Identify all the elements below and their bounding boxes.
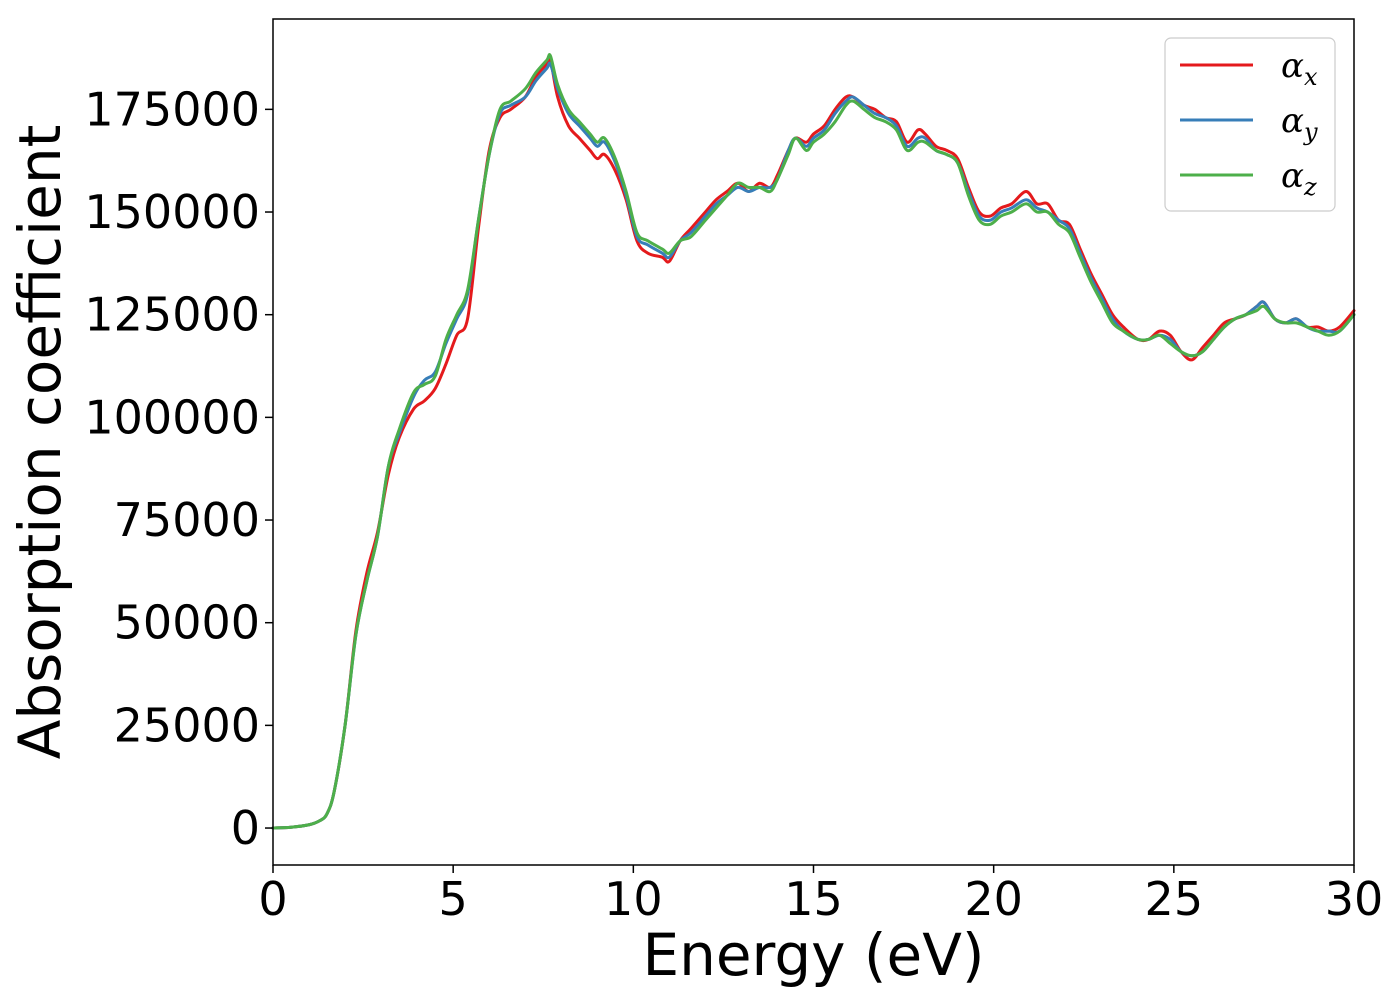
series-layer <box>271 52 1356 830</box>
x-tick-label: 10 <box>604 872 663 926</box>
series-line-102-x <box>271 56 1356 830</box>
x-tick-label: 25 <box>1145 872 1204 926</box>
y-axis-ticks: 0 25000 50000 75000 100000 125000 150000 175000 <box>84 82 273 855</box>
series-line-102-z <box>271 52 1356 830</box>
x-tick-label: 5 <box>439 872 468 926</box>
y-tick-label: 125000 <box>84 288 260 342</box>
y-axis-label: Absorption coefficient <box>6 125 74 760</box>
legend-label: αz <box>1281 156 1317 201</box>
y-tick-label: 150000 <box>84 185 260 239</box>
y-tick-label: 100000 <box>84 390 260 444</box>
x-tick-label: 20 <box>964 872 1023 926</box>
legend-label: αx <box>1281 46 1318 91</box>
legend-label: αy <box>1281 101 1318 146</box>
y-tick-label: 175000 <box>84 82 260 136</box>
x-tick-label: 15 <box>784 872 843 926</box>
series-line-102-y <box>271 61 1356 830</box>
y-tick-label: 75000 <box>114 493 260 547</box>
y-tick-label: 0 <box>231 801 260 855</box>
x-tick-label: 0 <box>258 872 287 926</box>
legend: αx αy αz <box>1164 37 1336 212</box>
y-tick-label: 50000 <box>114 596 260 650</box>
x-axis-ticks: 0 5 10 15 20 25 30 <box>258 865 1383 926</box>
legend-box <box>1164 37 1336 212</box>
y-tick-label: 25000 <box>114 698 260 752</box>
x-tick-label: 30 <box>1325 872 1384 926</box>
x-axis-label: Energy (eV) <box>642 921 984 989</box>
